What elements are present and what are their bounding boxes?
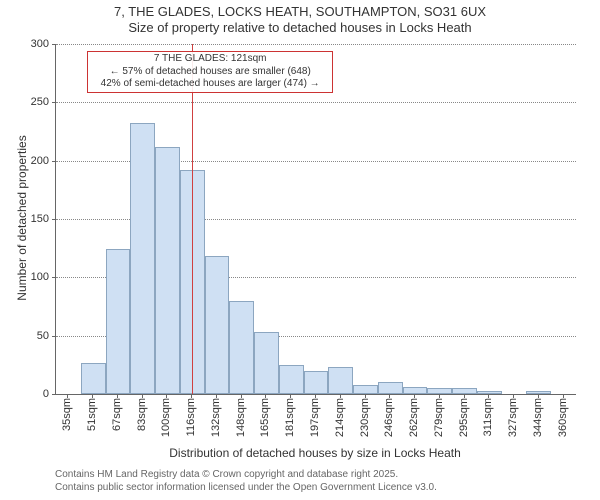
histogram-bar xyxy=(304,371,329,394)
histogram-bar xyxy=(403,387,428,394)
histogram-bar xyxy=(353,385,378,394)
x-tick-label: 214sqm xyxy=(334,398,346,437)
y-tick-label: 200 xyxy=(0,155,49,167)
y-tick-label: 150 xyxy=(0,213,49,225)
grid-line xyxy=(56,44,576,45)
y-tick-label: 300 xyxy=(0,38,49,50)
y-tick-mark xyxy=(52,44,56,45)
x-tick-label: 181sqm xyxy=(284,398,296,437)
chart-title: 7, THE GLADES, LOCKS HEATH, SOUTHAMPTON,… xyxy=(0,4,600,35)
reference-line xyxy=(192,44,193,394)
y-tick-mark xyxy=(52,102,56,103)
x-tick-label: 67sqm xyxy=(111,398,123,431)
y-tick-label: 250 xyxy=(0,96,49,108)
annotation-box: 7 THE GLADES: 121sqm← 57% of detached ho… xyxy=(87,51,333,93)
y-tick-mark xyxy=(52,277,56,278)
histogram-bar xyxy=(378,382,403,394)
histogram-bar xyxy=(279,365,304,394)
x-tick-label: 165sqm xyxy=(259,398,271,437)
footer-attribution: Contains HM Land Registry data © Crown c… xyxy=(55,469,437,494)
grid-line xyxy=(56,102,576,103)
x-tick-label: 116sqm xyxy=(185,398,197,436)
x-tick-label: 197sqm xyxy=(309,398,321,437)
y-tick-label: 50 xyxy=(0,330,49,342)
x-tick-label: 132sqm xyxy=(210,398,222,437)
y-tick-mark xyxy=(52,336,56,337)
histogram-bar xyxy=(106,249,131,394)
histogram-bar xyxy=(155,147,180,394)
x-tick-label: 262sqm xyxy=(408,398,420,437)
annotation-line: ← 57% of detached houses are smaller (64… xyxy=(91,66,329,79)
histogram-bar xyxy=(130,123,155,394)
histogram-bar xyxy=(254,332,279,394)
histogram-bar xyxy=(81,363,106,395)
histogram-bar xyxy=(328,367,353,394)
histogram-bar xyxy=(229,301,254,394)
footer-line-2: Contains public sector information licen… xyxy=(55,482,437,495)
x-tick-label: 311sqm xyxy=(482,398,494,436)
annotation-line: 42% of semi-detached houses are larger (… xyxy=(91,78,329,91)
title-line-2: Size of property relative to detached ho… xyxy=(0,20,600,36)
x-tick-label: 360sqm xyxy=(557,398,569,437)
plot-area: 7 THE GLADES: 121sqm← 57% of detached ho… xyxy=(55,44,576,395)
x-tick-label: 327sqm xyxy=(507,398,519,437)
title-line-1: 7, THE GLADES, LOCKS HEATH, SOUTHAMPTON,… xyxy=(0,4,600,20)
histogram-bar xyxy=(205,256,230,394)
x-axis-label: Distribution of detached houses by size … xyxy=(55,446,575,460)
x-tick-label: 246sqm xyxy=(383,398,395,437)
y-tick-mark xyxy=(52,161,56,162)
footer-line-1: Contains HM Land Registry data © Crown c… xyxy=(55,469,437,482)
y-tick-mark xyxy=(52,219,56,220)
y-tick-label: 0 xyxy=(0,388,49,400)
x-tick-label: 279sqm xyxy=(433,398,445,437)
annotation-line: 7 THE GLADES: 121sqm xyxy=(91,53,329,66)
x-tick-label: 100sqm xyxy=(160,398,172,437)
y-tick-label: 100 xyxy=(0,271,49,283)
chart-container: 7, THE GLADES, LOCKS HEATH, SOUTHAMPTON,… xyxy=(0,0,600,500)
x-tick-label: 295sqm xyxy=(458,398,470,437)
x-axis-ticks: 35sqm 51sqm 67sqm 83sqm 100sqm 116sqm 132sqm 14… xyxy=(55,394,575,444)
x-tick-label: 83sqm xyxy=(136,398,148,431)
x-tick-label: 230sqm xyxy=(359,398,371,437)
x-tick-label: 35sqm xyxy=(61,398,73,431)
x-tick-label: 51sqm xyxy=(86,398,98,431)
x-tick-label: 148sqm xyxy=(235,398,247,437)
x-tick-label: 344sqm xyxy=(532,398,544,437)
